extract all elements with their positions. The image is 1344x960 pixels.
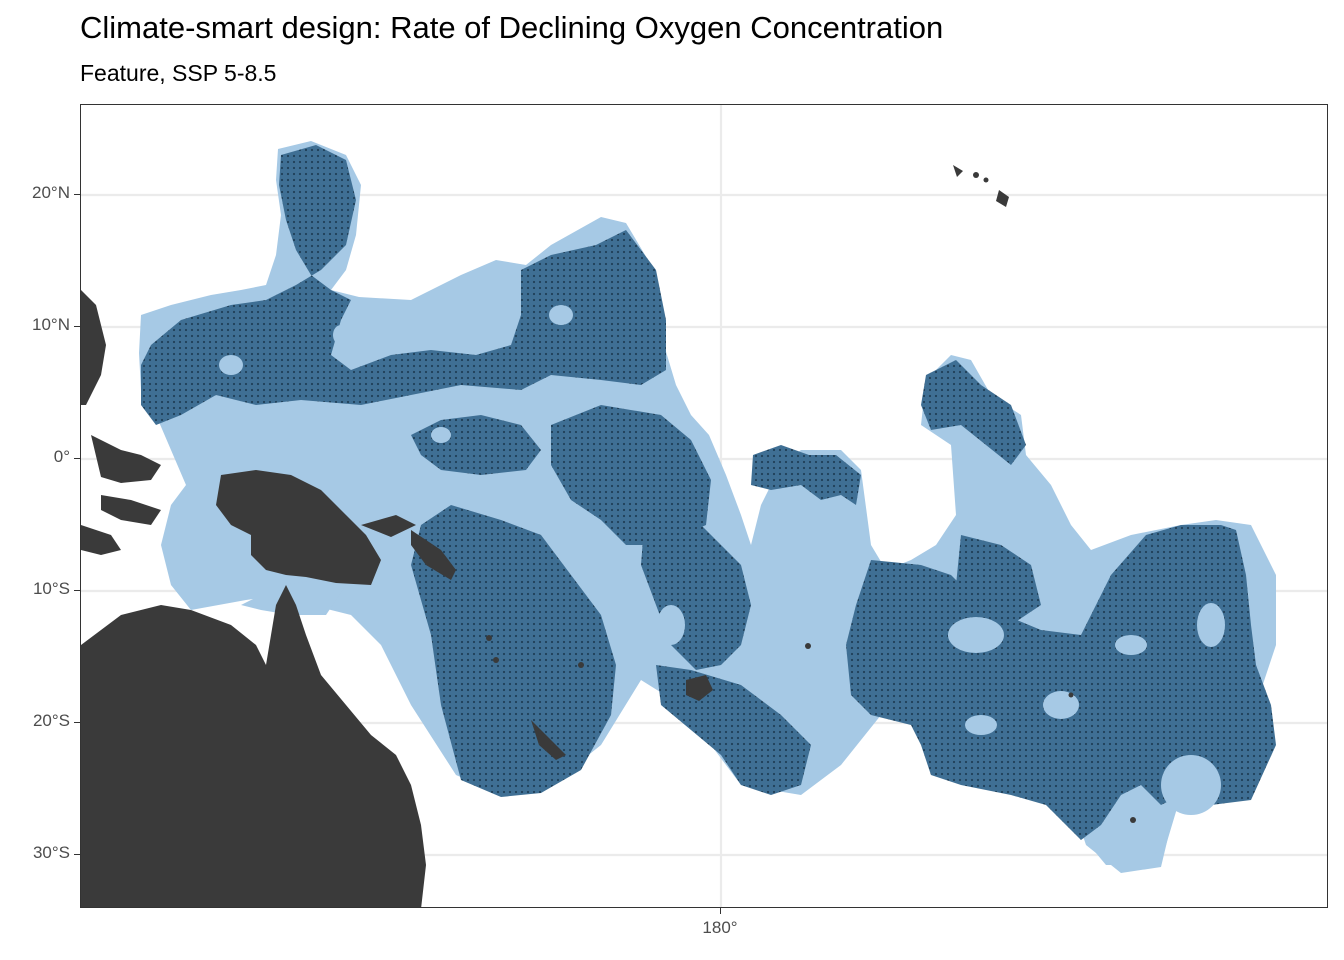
- x-tick-label-180: 180°: [702, 918, 738, 937]
- selected-cells: [141, 145, 1276, 840]
- map-title: Climate-smart design: Rate of Declining …: [80, 10, 944, 45]
- x-tick-mark: [720, 908, 721, 914]
- y-tick-label-10s: 10°S: [32, 579, 70, 598]
- map-svg: [81, 105, 1327, 907]
- y-tick-mark: [74, 194, 80, 195]
- y-tick-label-0: 0°: [53, 447, 70, 466]
- map-subtitle: Feature, SSP 5-8.5: [80, 60, 277, 86]
- y-tick-mark: [74, 326, 80, 327]
- land: [81, 165, 1136, 907]
- fiji: [686, 675, 713, 701]
- y-tick-label-30s: 30°S: [32, 843, 70, 862]
- solomon-islands: [411, 530, 456, 580]
- y-tick-mark: [74, 854, 80, 855]
- australia: [81, 585, 426, 907]
- y-tick-label-20s: 20°S: [32, 711, 70, 730]
- new-guinea: [216, 470, 381, 585]
- planning-gaps: [219, 305, 1225, 815]
- philippines-indonesia: [81, 290, 106, 405]
- y-tick-label-20n: 20°N: [32, 183, 70, 202]
- new-caledonia: [531, 720, 566, 760]
- hawaii: [953, 165, 963, 177]
- map-panel: [80, 104, 1328, 908]
- y-tick-label-10n: 10°N: [32, 315, 70, 334]
- y-tick-mark: [74, 722, 80, 723]
- y-tick-mark: [74, 458, 80, 459]
- y-tick-mark: [74, 590, 80, 591]
